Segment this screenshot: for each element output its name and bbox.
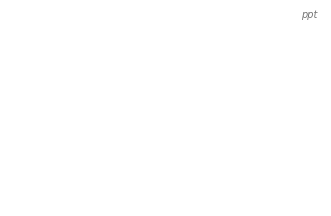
Text: FRESHWATER: FRESHWATER [13, 36, 83, 46]
Text: ppt: ppt [302, 10, 318, 20]
Text: < 0.5: < 0.5 [289, 36, 318, 46]
Text: OCEAN RANGE: OCEAN RANGE [13, 153, 90, 163]
Text: 35: 35 [305, 192, 318, 202]
Text: 0.5 - 17: 0.5 - 17 [278, 75, 318, 85]
Text: 32 - 37: 32 - 37 [281, 153, 318, 163]
Text: 16: 16 [305, 114, 318, 124]
Text: BLACK SEA: BLACK SEA [13, 114, 71, 124]
Text: BRACKISH / ESTUARY: BRACKISH / ESTUARY [13, 75, 122, 85]
Text: OCEAN AVERAGE: OCEAN AVERAGE [13, 192, 102, 202]
